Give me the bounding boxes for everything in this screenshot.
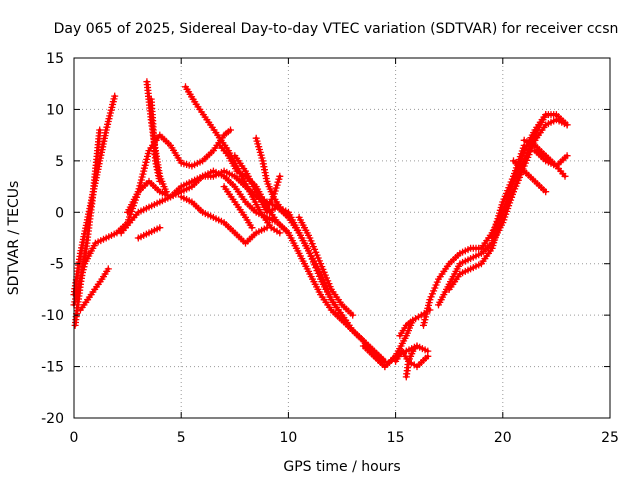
data-point bbox=[78, 272, 86, 279]
series-s5 bbox=[117, 167, 417, 371]
y-tick-label: 10 bbox=[46, 102, 64, 118]
series-s26 bbox=[520, 136, 569, 180]
y-tick-label: 0 bbox=[55, 205, 64, 221]
data-point bbox=[248, 224, 256, 232]
data-point bbox=[276, 229, 284, 237]
series-s9 bbox=[147, 95, 164, 185]
y-tick-label: -15 bbox=[41, 360, 64, 376]
data-point bbox=[561, 172, 569, 180]
y-tick-label: -5 bbox=[50, 257, 64, 273]
data-point bbox=[424, 352, 432, 360]
data-point bbox=[162, 188, 170, 196]
y-tick-label: -20 bbox=[41, 411, 64, 427]
series-line bbox=[511, 159, 548, 194]
y-tick-label: 15 bbox=[46, 51, 64, 67]
series-s2 bbox=[71, 126, 104, 329]
series-s27 bbox=[531, 147, 571, 170]
data-point bbox=[349, 311, 357, 319]
series-s14 bbox=[231, 152, 389, 365]
data-point bbox=[111, 92, 119, 100]
data-point bbox=[271, 187, 279, 195]
x-tick-label: 15 bbox=[387, 430, 405, 446]
data-point bbox=[274, 178, 282, 186]
data-point bbox=[284, 229, 292, 237]
series-s21 bbox=[402, 342, 421, 381]
data-point bbox=[433, 278, 441, 286]
data-point bbox=[276, 172, 284, 180]
data-point bbox=[141, 161, 149, 169]
series-s15 bbox=[252, 134, 292, 221]
series-s25 bbox=[488, 141, 528, 242]
data-point bbox=[139, 170, 147, 178]
series-s12 bbox=[216, 141, 292, 237]
x-tick-label: 25 bbox=[601, 430, 619, 446]
data-point bbox=[284, 213, 292, 221]
data-point bbox=[542, 188, 550, 196]
data-point bbox=[227, 126, 234, 134]
plot-frame bbox=[73, 57, 611, 419]
series-s7 bbox=[134, 224, 164, 242]
data-point bbox=[75, 280, 83, 288]
chart-title: Day 065 of 2025, Sidereal Day-to-day VTE… bbox=[54, 21, 619, 37]
axis-ticks: 0 5 10 15 20 25 -20 -15 -10 -5 0 5 10 15 bbox=[41, 51, 619, 446]
series-s17 bbox=[295, 213, 357, 319]
data-point bbox=[80, 263, 88, 271]
y-tick-label: -10 bbox=[41, 308, 64, 324]
data-point bbox=[563, 121, 571, 129]
y-tick-label: 5 bbox=[55, 154, 64, 170]
data-point bbox=[156, 177, 164, 185]
data-point bbox=[269, 193, 277, 201]
data-point bbox=[542, 111, 550, 119]
data-point bbox=[74, 286, 82, 294]
data-point bbox=[104, 265, 112, 273]
x-tick-label: 0 bbox=[70, 430, 79, 446]
data-point bbox=[427, 293, 435, 301]
data-traces bbox=[70, 78, 571, 381]
data-point bbox=[413, 342, 421, 350]
series-s10 bbox=[177, 193, 271, 247]
y-axis-label: SDTVAR / TECUs bbox=[6, 181, 22, 296]
x-tick-label: 10 bbox=[279, 430, 297, 446]
data-point bbox=[156, 224, 164, 232]
x-axis-label: GPS time / hours bbox=[283, 459, 400, 475]
data-point bbox=[143, 155, 151, 163]
data-point bbox=[96, 126, 104, 134]
series-s13 bbox=[220, 183, 256, 232]
data-point bbox=[563, 152, 571, 160]
series-s4 bbox=[76, 265, 112, 314]
data-point bbox=[72, 295, 79, 303]
x-tick-label: 20 bbox=[494, 430, 512, 446]
series-s28 bbox=[510, 157, 550, 196]
data-point bbox=[431, 284, 439, 292]
series-s16 bbox=[263, 172, 284, 211]
x-tick-label: 5 bbox=[177, 430, 186, 446]
data-point bbox=[137, 176, 145, 184]
series-s19 bbox=[392, 347, 432, 371]
